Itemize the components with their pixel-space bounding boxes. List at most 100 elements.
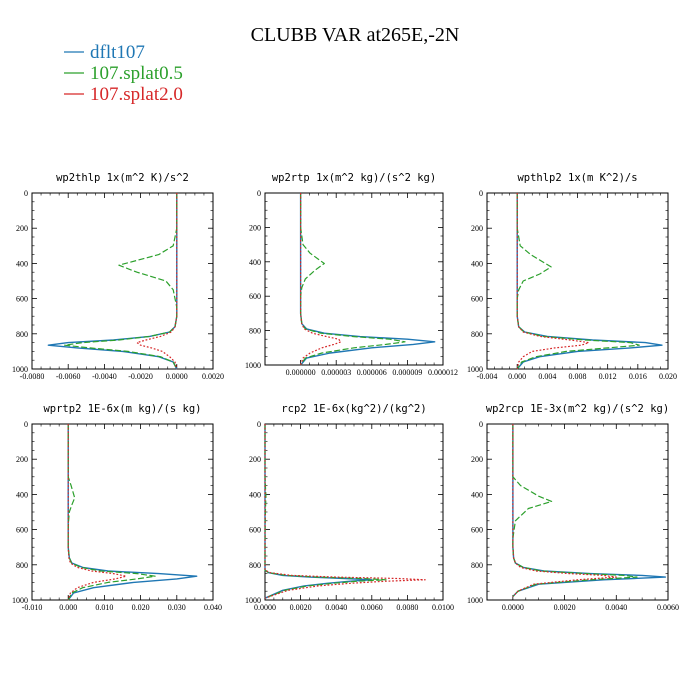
x-tick-label: 0.030 bbox=[168, 603, 186, 612]
x-tick-label: 0.000000 bbox=[286, 368, 316, 377]
x-tick-label: 0.008 bbox=[569, 372, 587, 381]
x-tick-label: -0.004 bbox=[477, 372, 498, 381]
x-tick-label: 0.0100 bbox=[432, 603, 454, 612]
y-tick-label: 600 bbox=[249, 292, 261, 301]
x-tick-label: 0.000 bbox=[508, 372, 526, 381]
series-line-107.splat0.5 bbox=[512, 424, 638, 597]
y-tick-label: 200 bbox=[471, 224, 483, 233]
x-tick-label: 0.004 bbox=[538, 372, 556, 381]
y-tick-label: 0 bbox=[24, 189, 28, 198]
chart-panel-2: wpthlp2 1x(m K^2)/s -0.004 0.000 0.004 0.008… bbox=[467, 172, 677, 381]
y-tick-label: 0 bbox=[257, 420, 261, 429]
x-tick-label: 0.0060 bbox=[361, 603, 383, 612]
x-tick-label: 0.0040 bbox=[605, 603, 627, 612]
x-tick-label: 0.000 bbox=[59, 603, 77, 612]
panel-title-5: wp2rcp 1E-3x(m^2 kg)/(s^2 kg) bbox=[486, 403, 669, 415]
y-tick-label: 200 bbox=[249, 455, 261, 464]
figure-title: CLUBB VAR at265E,-2N bbox=[251, 24, 460, 46]
y-tick-label: 1000 bbox=[245, 596, 261, 605]
y-tick-label: 800 bbox=[471, 330, 483, 339]
series-line-dflt107 bbox=[299, 193, 436, 366]
series-line-107.splat2.0 bbox=[136, 193, 178, 370]
y-tick-label: 1000 bbox=[12, 596, 28, 605]
x-tick-label: -0.0060 bbox=[56, 372, 81, 381]
y-tick-label: 200 bbox=[16, 455, 28, 464]
y-tick-label: 200 bbox=[471, 455, 483, 464]
series-line-dflt107 bbox=[516, 193, 663, 370]
y-tick-label: 0 bbox=[479, 420, 483, 429]
y-tick-label: 400 bbox=[16, 259, 28, 268]
series-line-107.splat2.0 bbox=[264, 424, 426, 599]
x-tick-label: 0.0020 bbox=[202, 372, 224, 381]
x-tick-label: 0.0000 bbox=[502, 603, 524, 612]
legend-label-0: dflt107 bbox=[90, 42, 145, 63]
y-tick-label: 600 bbox=[471, 526, 483, 535]
series-line-dflt107 bbox=[67, 424, 198, 601]
series-line-dflt107 bbox=[47, 193, 178, 370]
chart-panel-4: rcp2 1E-6x(kg^2)/(kg^2) 0.0000 0.0020 0.004… bbox=[245, 403, 454, 612]
y-tick-label: 1000 bbox=[245, 361, 261, 370]
y-tick-label: 200 bbox=[249, 223, 261, 232]
panel-frame-1 bbox=[264, 192, 444, 366]
x-tick-label: 0.010 bbox=[95, 603, 113, 612]
panel-title-4: rcp2 1E-6x(kg^2)/(kg^2) bbox=[281, 403, 426, 415]
series-line-107.splat0.5 bbox=[63, 193, 178, 370]
y-tick-label: 200 bbox=[16, 224, 28, 233]
x-tick-label: 0.0020 bbox=[554, 603, 576, 612]
y-tick-label: 1000 bbox=[467, 596, 483, 605]
x-tick-label: -0.010 bbox=[22, 603, 43, 612]
x-tick-label: 0.0040 bbox=[325, 603, 347, 612]
y-tick-label: 800 bbox=[16, 330, 28, 339]
panel-title-1: wp2rtp 1x(m^2 kg)/(s^2 kg) bbox=[272, 172, 436, 184]
y-tick-label: 400 bbox=[471, 490, 483, 499]
x-tick-label: 0.040 bbox=[204, 603, 222, 612]
x-tick-label: -0.0080 bbox=[20, 372, 45, 381]
x-tick-label: 0.0000 bbox=[254, 603, 276, 612]
y-tick-label: 1000 bbox=[467, 365, 483, 374]
series-line-107.splat0.5 bbox=[300, 193, 406, 366]
chart-panel-1: wp2rtp 1x(m^2 kg)/(s^2 kg) 0.000000 0.0000… bbox=[245, 172, 458, 377]
x-tick-label: 0.000012 bbox=[428, 368, 458, 377]
series-line-107.splat2.0 bbox=[512, 424, 617, 597]
panel-frame-0 bbox=[31, 192, 214, 370]
chart-panel-0: wp2thlp 1x(m^2 K)/s^2 -0.0080 -0.0060 -0.00… bbox=[12, 172, 224, 381]
y-tick-label: 400 bbox=[16, 490, 28, 499]
x-tick-label: 0.012 bbox=[599, 372, 617, 381]
x-tick-label: 0.0080 bbox=[396, 603, 418, 612]
y-tick-label: 600 bbox=[16, 526, 28, 535]
y-tick-label: 600 bbox=[471, 295, 483, 304]
x-tick-label: 0.000006 bbox=[357, 368, 387, 377]
y-tick-label: 400 bbox=[471, 259, 483, 268]
y-tick-label: 1000 bbox=[12, 365, 28, 374]
series-line-107.splat0.5 bbox=[264, 424, 387, 599]
x-tick-label: 0.000003 bbox=[321, 368, 351, 377]
y-tick-label: 0 bbox=[24, 420, 28, 429]
x-tick-label: 0.016 bbox=[629, 372, 647, 381]
y-tick-label: 600 bbox=[16, 295, 28, 304]
x-tick-label: 0.000009 bbox=[392, 368, 422, 377]
x-tick-label: 0.0000 bbox=[166, 372, 188, 381]
series-line-107.splat0.5 bbox=[516, 193, 640, 370]
y-tick-label: 400 bbox=[249, 490, 261, 499]
series-line-dflt107 bbox=[264, 424, 373, 599]
y-tick-label: 0 bbox=[257, 189, 261, 198]
panel-title-0: wp2thlp 1x(m^2 K)/s^2 bbox=[56, 172, 189, 184]
y-tick-label: 400 bbox=[249, 258, 261, 267]
x-tick-label: 0.0020 bbox=[290, 603, 312, 612]
y-tick-label: 0 bbox=[479, 189, 483, 198]
panel-title-2: wpthlp2 1x(m K^2)/s bbox=[517, 172, 637, 184]
chart-panels: wp2thlp 1x(m^2 K)/s^2 -0.0080 -0.0060 -0.00… bbox=[12, 172, 679, 612]
legend-label-2: 107.splat2.0 bbox=[90, 84, 183, 105]
series-line-107.splat2.0 bbox=[300, 193, 342, 366]
x-tick-label: 0.020 bbox=[659, 372, 677, 381]
x-tick-label: 0.020 bbox=[132, 603, 150, 612]
series-line-107.splat0.5 bbox=[67, 424, 156, 601]
x-tick-label: -0.0040 bbox=[92, 372, 117, 381]
x-tick-label: -0.0020 bbox=[128, 372, 153, 381]
panel-frame-3 bbox=[31, 423, 214, 601]
chart-panel-5: wp2rcp 1E-3x(m^2 kg)/(s^2 kg) 0.0000 0.002… bbox=[467, 403, 679, 612]
legend-label-1: 107.splat0.5 bbox=[90, 63, 183, 84]
y-tick-label: 800 bbox=[249, 327, 261, 336]
